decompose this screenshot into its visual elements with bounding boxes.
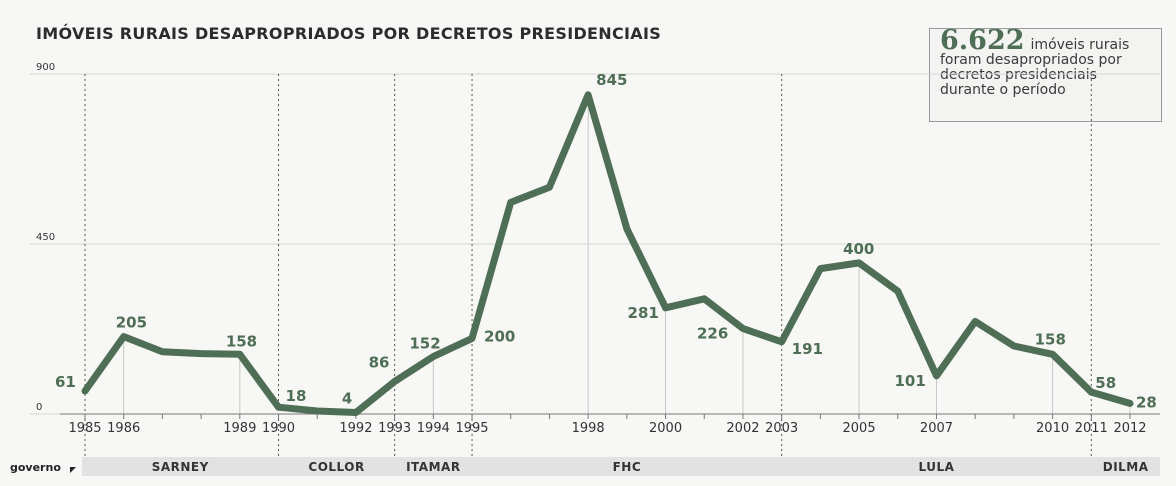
data-point-2003 — [779, 339, 784, 345]
x-tick-label-2012: 2012 — [1113, 421, 1146, 436]
data-label-1990: 18 — [286, 387, 307, 405]
data-point-1992 — [353, 410, 359, 415]
x-tick-label-2007: 2007 — [920, 421, 953, 436]
x-tick-label-2010: 2010 — [1036, 421, 1069, 436]
data-label-1995: 200 — [484, 327, 515, 345]
term-label-fhc: FHC — [613, 460, 642, 474]
y-tick-label-450: 450 — [36, 232, 55, 243]
data-label-2005: 400 — [843, 240, 874, 258]
data-label-1992: 4 — [342, 389, 352, 407]
data-label-1989: 158 — [226, 332, 257, 350]
data-point-1995 — [469, 336, 475, 341]
data-label-2003: 191 — [792, 340, 823, 358]
term-label-itamar: ITAMAR — [406, 460, 460, 474]
x-tick-label-1990: 1990 — [262, 421, 295, 436]
governo-arrow-icon — [70, 467, 76, 473]
data-label-2011: 58 — [1095, 374, 1116, 392]
data-point-2012 — [1127, 401, 1133, 406]
governo-label: governo — [10, 461, 61, 474]
government-bar: governo SARNEY COLLOR ITAMAR FHC LULA DILMA — [10, 457, 1160, 476]
data-point-2005 — [856, 260, 862, 266]
data-point-1987 — [160, 349, 165, 354]
data-point-2006 — [895, 289, 900, 294]
x-tick-label-1992: 1992 — [339, 421, 372, 436]
data-label-2007: 101 — [894, 372, 925, 390]
y-axis-ticks: 0 450 900 — [36, 62, 55, 413]
series-line — [81, 91, 1134, 416]
data-label-1986: 205 — [116, 314, 147, 332]
data-point-1985 — [82, 388, 88, 394]
total-info-box: 6.622 imóveis rurais foram desapropriados… — [929, 25, 1162, 122]
x-tick-label-2003: 2003 — [765, 421, 798, 436]
x-tick-label-1993: 1993 — [378, 421, 411, 436]
total-number: 6.622 — [940, 25, 1025, 56]
x-tick-label-1994: 1994 — [417, 421, 450, 436]
data-label-2010: 158 — [1035, 330, 1066, 348]
x-axis: 1985 1986 1989 1990 1992 1993 1994 1995 1998 2000… — [60, 413, 1160, 436]
x-tick-label-2002: 2002 — [726, 421, 759, 436]
data-point-1996 — [508, 200, 513, 205]
data-point-2002 — [740, 326, 746, 331]
data-point-1993 — [392, 379, 397, 384]
y-tick-label-0: 0 — [36, 402, 42, 413]
data-point-1999 — [624, 226, 630, 232]
government-bar-bg — [82, 457, 1160, 476]
data-point-1997 — [547, 185, 552, 190]
data-point-1998 — [585, 92, 591, 97]
x-tick-label-2000: 2000 — [649, 421, 682, 436]
data-point-2011 — [1089, 389, 1094, 395]
data-point-2001 — [702, 296, 707, 301]
x-tick-label-2005: 2005 — [843, 421, 876, 436]
x-tick-label-1995: 1995 — [455, 421, 488, 436]
x-tick-label-1998: 1998 — [572, 421, 605, 436]
data-label-2012: 28 — [1136, 393, 1157, 411]
term-label-dilma: DILMA — [1103, 460, 1149, 474]
series-line-path — [81, 91, 1134, 416]
term-label-lula: LULA — [919, 460, 955, 474]
data-point-2009 — [1011, 343, 1017, 349]
chart-title: IMÓVEIS RURAIS DESAPROPRIADOS POR DECRET… — [36, 24, 662, 43]
data-label-1994: 152 — [409, 335, 440, 353]
data-label-2002: 226 — [697, 325, 728, 343]
data-label-1985: 61 — [55, 373, 76, 391]
data-label-1993: 86 — [369, 354, 390, 372]
data-labels: 61 205 158 18 4 86 152 200 845 281 226 191 400 101 158… — [55, 71, 1157, 412]
data-point-1994 — [431, 354, 436, 359]
data-point-1991 — [315, 408, 320, 414]
data-point-1990 — [276, 405, 281, 410]
data-point-1988 — [198, 351, 204, 356]
data-point-2008 — [972, 319, 978, 324]
term-label-collor: COLLOR — [308, 460, 364, 474]
x-tick-label-1989: 1989 — [223, 421, 256, 436]
government-terms-dividers — [84, 74, 1092, 476]
data-point-2004 — [818, 266, 823, 271]
data-label-1998: 845 — [596, 71, 627, 89]
info-text-rest: foram desapropriados por decretos presid… — [940, 52, 1122, 98]
x-tick-label-2011: 2011 — [1075, 421, 1108, 436]
x-tick-label-1986: 1986 — [107, 421, 140, 436]
data-point-2007 — [934, 373, 939, 379]
data-point-1986 — [121, 334, 126, 339]
y-tick-label-900: 900 — [36, 62, 55, 73]
data-point-2010 — [1050, 352, 1055, 357]
x-tick-label-1985: 1985 — [68, 421, 101, 436]
data-label-2000: 281 — [628, 304, 659, 322]
data-point-1989 — [237, 352, 243, 357]
info-text-first: imóveis rurais — [1030, 37, 1130, 53]
data-point-2000 — [663, 305, 668, 311]
term-label-sarney: SARNEY — [152, 460, 209, 474]
